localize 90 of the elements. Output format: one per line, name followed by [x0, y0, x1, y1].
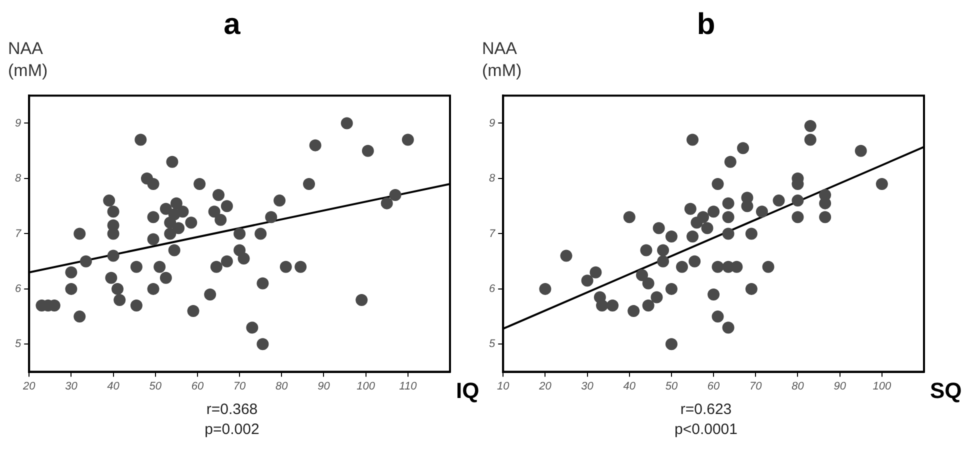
point: [792, 211, 804, 224]
y-tick-label: 8: [14, 172, 22, 185]
y-tick-label: 9: [14, 117, 22, 130]
x-tick-label: 60: [707, 380, 721, 392]
x-tick-label: 90: [318, 380, 331, 392]
x-tick-label: 70: [750, 380, 763, 392]
x-axis-title: SQ: [930, 378, 962, 404]
x-tick-label: 40: [107, 380, 120, 392]
point: [642, 300, 654, 312]
x-tick-label: 30: [581, 380, 594, 392]
point: [712, 310, 724, 323]
point: [708, 206, 720, 218]
point: [628, 305, 640, 318]
point: [665, 338, 678, 350]
point: [606, 300, 619, 312]
text: r=0.623: [679, 400, 733, 420]
x-tick-label: 20: [538, 380, 552, 392]
x-tick-label: 30: [65, 380, 78, 392]
x-tick-label: 40: [623, 380, 636, 392]
point: [745, 228, 758, 240]
point: [712, 178, 724, 190]
point: [623, 211, 636, 224]
point: [819, 211, 832, 224]
point: [756, 206, 768, 218]
point: [596, 300, 608, 312]
point: [657, 255, 670, 268]
point: [650, 291, 663, 304]
point: [697, 211, 710, 224]
y-tick-label: 7: [488, 228, 496, 240]
x-tick-label: 90: [834, 380, 847, 392]
point: [688, 255, 701, 268]
point: [590, 266, 602, 278]
point: [640, 244, 652, 256]
x-tick-label: 50: [149, 380, 162, 392]
y-axis-title: NAA (mM): [482, 38, 523, 82]
point: [724, 156, 736, 168]
point: [665, 230, 678, 242]
x-tick-label: 60: [191, 380, 204, 392]
point: [652, 222, 665, 234]
chart-title: a: [224, 8, 240, 41]
x-tick-label: 80: [792, 380, 805, 392]
y-tick-label: 5: [14, 338, 22, 350]
x-tick-label: 100: [872, 380, 892, 392]
point: [722, 228, 734, 240]
point: [804, 120, 816, 132]
point: [686, 134, 699, 146]
y-axis-title: NAA (mM): [8, 38, 49, 82]
point: [712, 260, 724, 273]
chart-title: b: [696, 8, 716, 41]
point: [686, 230, 699, 242]
point: [762, 260, 774, 273]
x-tick-label: 110: [399, 380, 418, 392]
point: [745, 282, 758, 295]
y-tick-label: 7: [14, 228, 22, 240]
x-tick-label: 80: [276, 380, 289, 392]
point: [636, 269, 648, 282]
y-tick-label: 9: [488, 117, 496, 130]
point: [708, 288, 720, 300]
x-axis-title: IQ: [456, 378, 480, 404]
point: [737, 142, 750, 154]
point: [642, 277, 654, 290]
point: [684, 202, 696, 215]
point: [804, 134, 816, 146]
point: [741, 200, 754, 212]
point: [772, 194, 785, 207]
point: [854, 144, 867, 157]
point: [701, 222, 714, 234]
x-tick-label: 50: [665, 380, 678, 392]
y-tick-label: 6: [488, 283, 496, 296]
point: [722, 197, 734, 210]
point: [581, 274, 594, 287]
x-tick-label: 70: [233, 380, 247, 392]
point: [676, 260, 688, 273]
y-tick-label: 6: [14, 283, 22, 296]
point: [722, 322, 734, 334]
x-tick-label: 100: [356, 380, 376, 392]
point: [876, 178, 888, 190]
x-tick-label: 20: [22, 380, 36, 392]
text: p=0.002: [204, 420, 260, 440]
point: [792, 194, 804, 207]
y-tick-label: 5: [488, 338, 496, 350]
text: r=0.368: [205, 400, 259, 420]
point: [657, 244, 670, 256]
point: [665, 282, 678, 295]
text: p<0.0001: [674, 420, 738, 440]
y-tick-label: 8: [488, 172, 496, 185]
x-tick-label: 10: [496, 380, 510, 392]
point: [560, 250, 572, 262]
point: [722, 211, 734, 224]
point: [539, 282, 552, 295]
